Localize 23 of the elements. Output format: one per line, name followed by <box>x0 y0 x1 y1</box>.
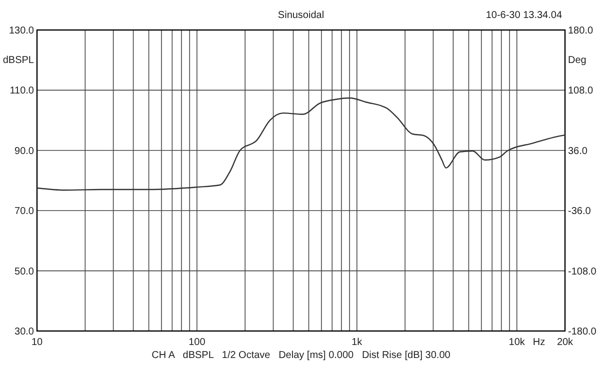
x-tick-label: 1k <box>352 337 364 348</box>
y-tick-label: 110.0 <box>10 86 34 97</box>
text: 10-6-30 13.34.04 <box>486 10 562 21</box>
x-axis-title: Hz <box>532 337 546 348</box>
y2-tick-label: 108.0 <box>568 86 594 97</box>
y-tick-label: 70.0 <box>14 206 34 218</box>
y2-tick-label: 180.0 <box>568 26 594 36</box>
x-tick-label: 100 <box>188 337 206 348</box>
y-tick-label: 130.0 <box>8 26 34 36</box>
y-tick-label: 90.0 <box>14 146 34 157</box>
y2-tick-label: -180.0 <box>568 326 597 338</box>
chart-title: Sinusoidal <box>278 10 324 21</box>
y2-axis-title: Deg <box>568 55 586 66</box>
x-tick-label: 10k <box>508 337 526 348</box>
y2-tick-label: -36.0 <box>568 206 592 218</box>
y-tick-label: 30.0 <box>14 326 34 338</box>
y2-tick-label: -108.0 <box>568 266 597 278</box>
y2-tick-label: 36.0 <box>568 146 588 157</box>
y-tick-label: 50.0 <box>14 266 34 278</box>
text: CH A dBSPL 1/2 Octave Delay [ms] 0.000 Dist Rise [dB] 30.00 <box>152 350 451 361</box>
x-tick-label: 20k <box>556 337 574 348</box>
x-tick-label: 10 <box>31 337 43 348</box>
y-axis-title: dBSPL <box>2 55 34 66</box>
